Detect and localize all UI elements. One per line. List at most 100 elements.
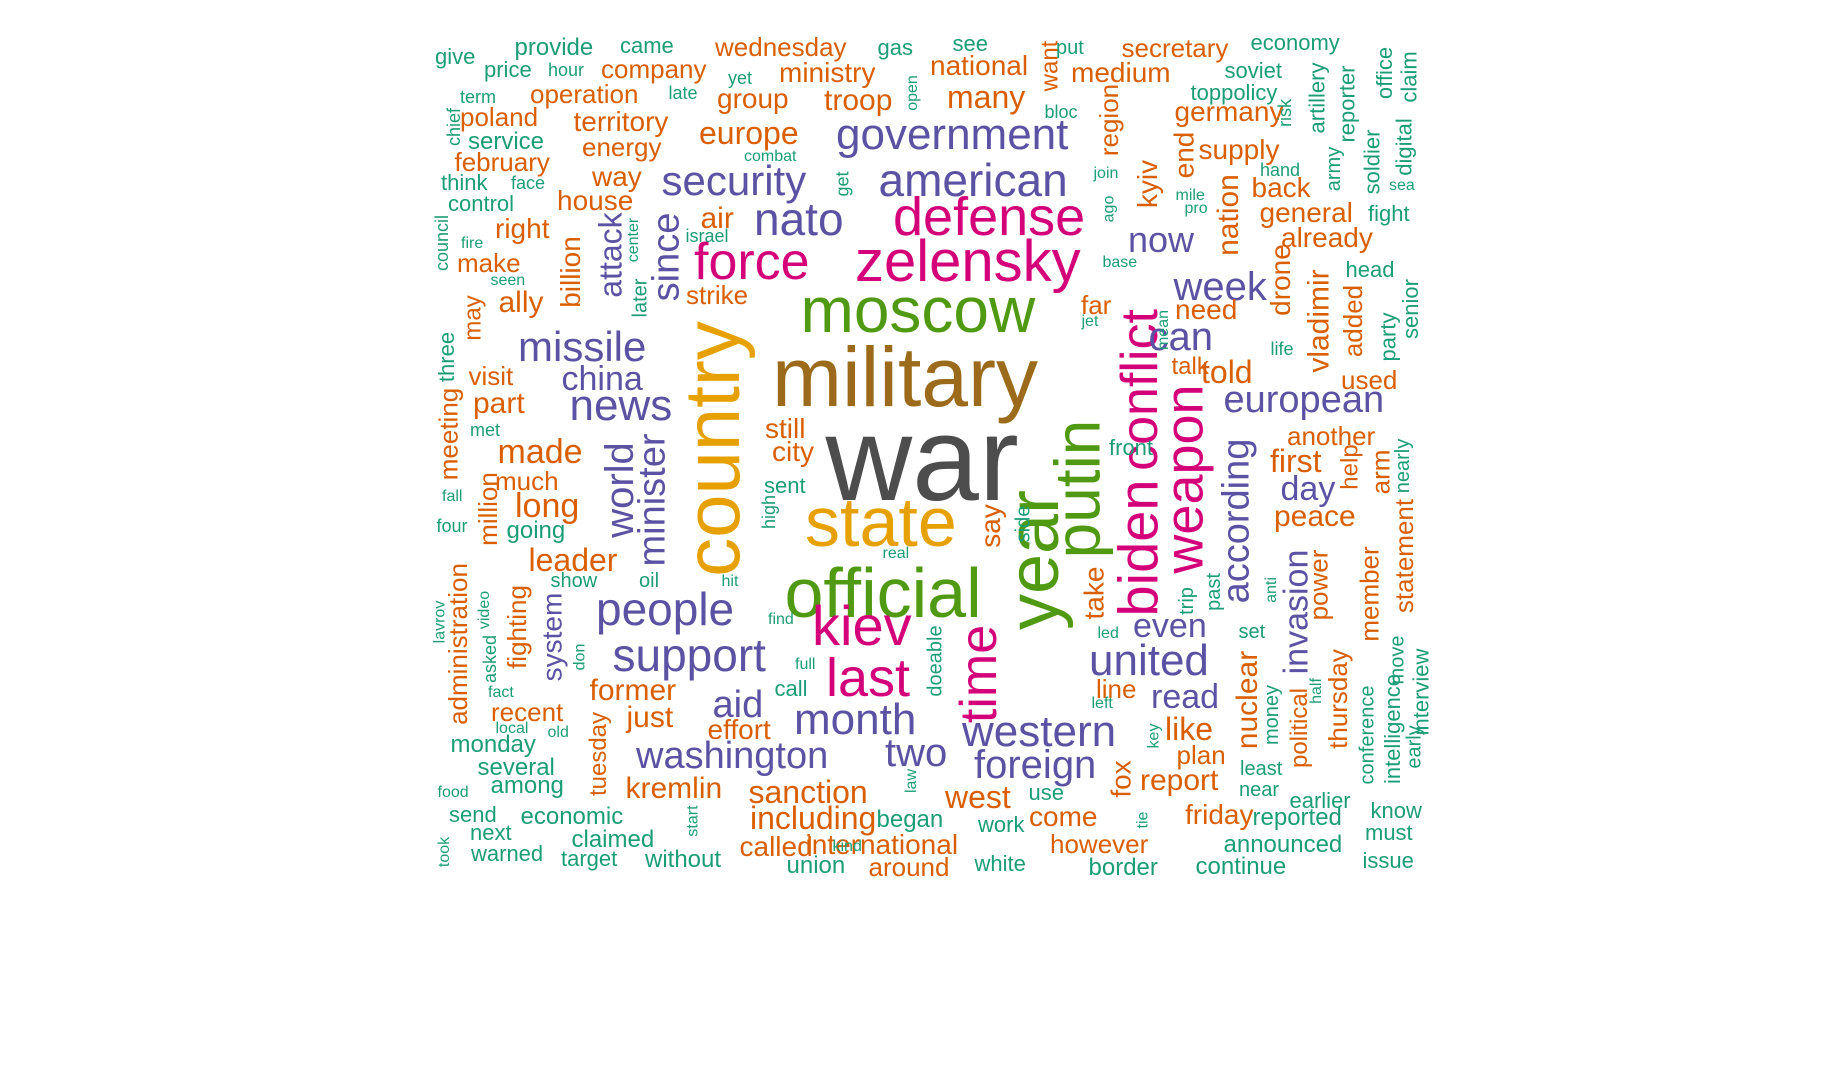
word-claim: claim bbox=[1396, 51, 1422, 103]
word-find: find bbox=[768, 611, 794, 628]
word-city: city bbox=[772, 436, 814, 467]
word-kind: kind bbox=[832, 838, 862, 855]
word-think: think bbox=[441, 170, 488, 195]
word-meeting: meeting bbox=[432, 387, 463, 481]
word-force: force bbox=[694, 233, 810, 291]
word-nuclear: nuclear bbox=[1231, 650, 1265, 750]
word-can: can bbox=[1148, 315, 1214, 359]
word-reporter: reporter bbox=[1334, 65, 1360, 143]
word-three: three bbox=[434, 331, 460, 383]
word-send: send bbox=[449, 802, 497, 827]
word-don: don bbox=[570, 643, 588, 671]
word-office: office bbox=[1372, 46, 1398, 100]
word-weapon: weapon bbox=[1154, 384, 1215, 574]
word-center: center bbox=[625, 217, 643, 263]
word-high: high bbox=[759, 494, 780, 530]
word-just: just bbox=[626, 701, 674, 734]
word-need: need bbox=[1175, 294, 1238, 325]
word-target: target bbox=[561, 846, 618, 871]
word-drone: drone bbox=[1264, 244, 1296, 316]
word-party: party bbox=[1374, 312, 1400, 362]
word-called: called bbox=[739, 831, 813, 862]
word-visit: visit bbox=[468, 361, 514, 391]
word-later: later bbox=[628, 278, 651, 318]
word-aid: aid bbox=[712, 684, 764, 726]
word-told: told bbox=[1201, 354, 1253, 390]
word-near: near bbox=[1239, 779, 1280, 801]
word-soldier: soldier bbox=[1358, 129, 1384, 195]
word-news: news bbox=[569, 381, 673, 430]
word-side: side bbox=[1011, 505, 1034, 543]
word-anti: anti bbox=[1262, 577, 1280, 603]
word-put: put bbox=[1056, 37, 1084, 59]
word-state: state bbox=[805, 483, 957, 561]
word-energy: energy bbox=[582, 132, 662, 162]
word-army: army bbox=[1323, 146, 1346, 192]
word-risk: risk bbox=[1275, 99, 1295, 127]
word-video: video bbox=[476, 590, 494, 630]
word-doeable: doeable bbox=[924, 625, 947, 697]
word-missile: missile bbox=[518, 323, 647, 370]
word-fight: fight bbox=[1368, 201, 1410, 226]
word-came: came bbox=[620, 33, 674, 58]
word-effort: effort bbox=[707, 714, 771, 745]
word-head: head bbox=[1345, 257, 1395, 282]
word-report: report bbox=[1140, 764, 1219, 797]
word-met: met bbox=[470, 420, 501, 440]
word-medium: medium bbox=[1071, 57, 1171, 88]
word-show: show bbox=[550, 570, 598, 592]
word-putin: putin bbox=[1040, 419, 1113, 559]
word-troop: troop bbox=[824, 84, 893, 117]
word-moscow: moscow bbox=[800, 274, 1036, 346]
word-former: former bbox=[589, 674, 677, 707]
word-way: way bbox=[592, 161, 642, 192]
word-fox: fox bbox=[1105, 760, 1137, 798]
word-food: food bbox=[437, 784, 469, 801]
word-border: border bbox=[1088, 854, 1158, 881]
word-leader: leader bbox=[528, 542, 618, 578]
word-since: since bbox=[644, 212, 687, 302]
word-took: took bbox=[436, 836, 454, 868]
word-soviet: soviet bbox=[1224, 58, 1282, 83]
word-announced: announced bbox=[1223, 831, 1343, 858]
word-hit: hit bbox=[721, 573, 739, 590]
word-yet: yet bbox=[728, 68, 753, 88]
word-war: war bbox=[825, 392, 1019, 526]
word-least: least bbox=[1240, 758, 1283, 780]
word-lavrov: lavrov bbox=[430, 600, 448, 644]
word-nato: nato bbox=[754, 193, 844, 245]
word-combat: combat bbox=[744, 148, 797, 165]
word-added: added bbox=[1338, 284, 1369, 358]
word-artillery: artillery bbox=[1303, 62, 1329, 134]
word-million: million bbox=[472, 472, 503, 546]
word-claimed: claimed bbox=[571, 826, 655, 853]
word-air: air bbox=[700, 202, 734, 235]
word-group: group bbox=[717, 83, 789, 114]
word-european: european bbox=[1223, 379, 1385, 421]
word-right: right bbox=[495, 213, 550, 244]
word-friday: friday bbox=[1185, 799, 1254, 830]
word-toppolicy: toppolicy bbox=[1190, 80, 1278, 105]
word-get: get bbox=[832, 171, 853, 197]
word-join: join bbox=[1093, 165, 1119, 182]
word-warned: warned bbox=[471, 841, 544, 866]
word-many: many bbox=[947, 79, 1026, 115]
word-week: week bbox=[1173, 265, 1267, 309]
word-defense: defense bbox=[893, 187, 1086, 247]
word-washington: washington bbox=[636, 735, 829, 777]
word-term: term bbox=[460, 87, 496, 107]
word-house: house bbox=[557, 185, 634, 216]
word-trip: trip bbox=[1175, 587, 1198, 615]
word-europe: europe bbox=[699, 115, 799, 151]
word-led: led bbox=[1097, 625, 1119, 642]
word-last: last bbox=[826, 648, 911, 708]
word-foreign: foreign bbox=[974, 743, 1097, 787]
word-february: february bbox=[454, 147, 550, 177]
word-without: without bbox=[645, 846, 722, 873]
word-half: half bbox=[1307, 678, 1325, 704]
word-two: two bbox=[885, 731, 948, 775]
word-say: say bbox=[974, 504, 1006, 548]
word-know: know bbox=[1370, 798, 1422, 823]
word-power: power bbox=[1302, 549, 1333, 621]
word-chief: chief bbox=[444, 107, 465, 147]
